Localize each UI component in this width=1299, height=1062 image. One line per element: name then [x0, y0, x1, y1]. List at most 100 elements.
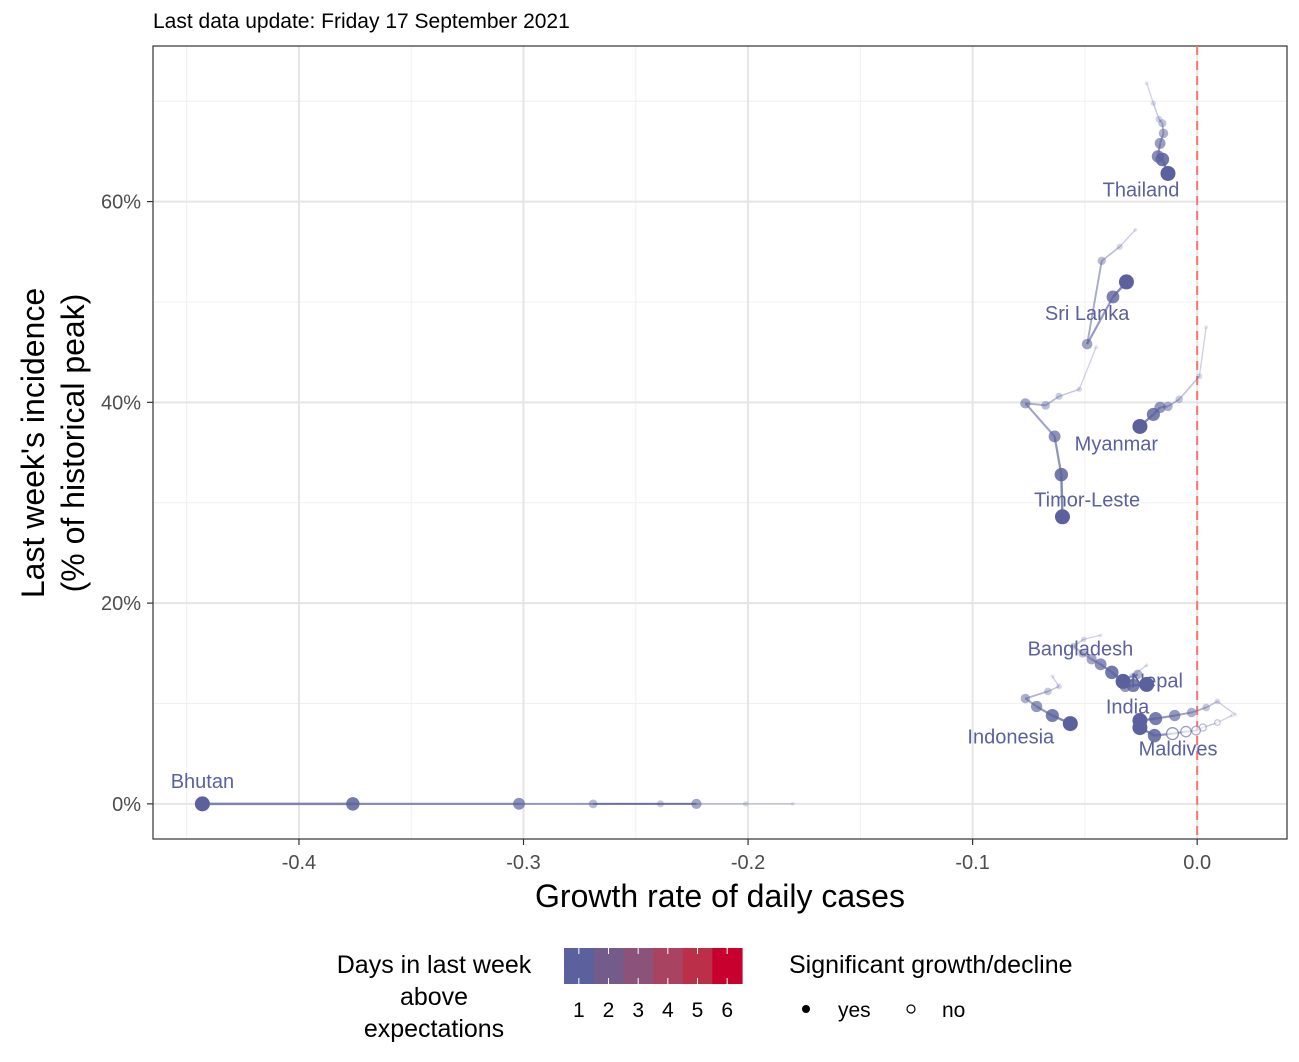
color-legend-title-line3: expectations [364, 1015, 504, 1043]
bhutan-point [588, 799, 598, 809]
thailand-label: Thailand [1103, 180, 1180, 202]
nepal-point [1132, 669, 1143, 680]
thailand-point [1158, 128, 1169, 139]
bangladesh-point [1094, 658, 1107, 671]
timor-leste-point [1041, 400, 1050, 410]
thailand-point [1150, 100, 1157, 106]
sri-lanka-point [1106, 290, 1120, 304]
bhutan-point [743, 801, 749, 807]
indonesia-trail-segment [1047, 685, 1060, 693]
shape-legend-yes-label: yes [838, 999, 871, 1022]
sri-lanka-point [1097, 256, 1106, 266]
timor-leste-trail-segment [1078, 346, 1097, 390]
thailand-point [1158, 119, 1167, 128]
bangladesh-point [1078, 648, 1088, 658]
thailand-trail-segment [1152, 102, 1160, 120]
y-tick-label: 60% [101, 192, 141, 214]
country-labels: Thailand Sri Lanka Myanmar Timor-Leste Bangl… [171, 180, 1218, 793]
myanmar-trail-segment [1198, 326, 1207, 377]
maldives-label: Maldives [1139, 739, 1218, 761]
maldives-point [1191, 725, 1202, 736]
y-tick-label: 20% [101, 593, 141, 615]
maldives-point [1132, 720, 1148, 736]
bangladesh-trail-segment [1073, 638, 1085, 647]
sri-lanka-point [1081, 338, 1093, 350]
x-tick-label: -0.1 [955, 852, 989, 874]
bangladesh-label: Bangladesh [1028, 638, 1134, 660]
sri-lanka-trail-segment [1119, 229, 1136, 248]
x-tick-label: -0.4 [282, 852, 316, 874]
shape-legend-no-symbol [906, 1004, 916, 1014]
color-legend-label: 5 [692, 999, 704, 1022]
color-legend-title-line2: above [400, 983, 468, 1011]
sri-lanka-trail-segment [1086, 296, 1114, 345]
nepal-label: Nepal [1131, 670, 1183, 692]
myanmar-point [1132, 418, 1148, 434]
y-axis-label-line2: (% of historical peak) [55, 294, 91, 593]
myanmar-point [1146, 407, 1160, 421]
x-axis-label: Growth rate of daily cases [535, 878, 905, 914]
timor-leste-trail-segment [1024, 402, 1056, 438]
maldives-point [1165, 727, 1180, 741]
y-tick-label: 0% [112, 794, 141, 816]
bhutan-point [656, 800, 665, 808]
india-point [1149, 711, 1163, 726]
indonesia-label: Indonesia [967, 727, 1055, 749]
sri-lanka-point [1133, 227, 1138, 232]
thailand-point [1155, 115, 1163, 123]
bhutan-point [194, 796, 210, 812]
shape-legend: Significant growth/decline yes no [789, 951, 1073, 1022]
myanmar-point [1196, 373, 1203, 380]
thailand-point [1144, 81, 1149, 86]
indonesia-point [1020, 693, 1031, 704]
indonesia-point [1062, 716, 1078, 732]
timor-leste-point [1076, 386, 1083, 393]
maldives-point [1229, 713, 1234, 718]
india-label: India [1106, 697, 1150, 719]
timor-leste-point [1055, 392, 1063, 400]
nepal-trail-segment [1119, 674, 1133, 683]
thailand-trail-segment [1158, 118, 1164, 124]
indonesia-point [1050, 674, 1055, 679]
chart-subtitle: Last data update: Friday 17 September 20… [153, 10, 570, 33]
maldives-point [1213, 719, 1221, 726]
plot-panel-border [152, 45, 1288, 840]
shape-legend-title: Significant growth/decline [789, 951, 1073, 979]
bangladesh-trail-segment [1073, 645, 1084, 654]
indonesia-trail-segment [1051, 675, 1060, 687]
maldives-point [1180, 725, 1192, 738]
nepal-point [1144, 663, 1149, 668]
india-trail-segment [1205, 700, 1218, 709]
indonesia-point [1030, 700, 1043, 713]
color-legend-label: 1 [573, 999, 585, 1022]
thailand-point [1155, 152, 1170, 167]
bhutan-point [346, 797, 360, 811]
timor-leste-trail-segment [1045, 395, 1060, 407]
indonesia-point [1044, 687, 1052, 696]
myanmar-trail-segment [1178, 375, 1201, 400]
maldives-point [1147, 728, 1162, 743]
sri-lanka-point [1118, 274, 1134, 290]
bangladesh-point [1070, 642, 1078, 650]
india-point [1186, 707, 1197, 718]
timor-leste-point [1048, 430, 1061, 443]
myanmar-point [1175, 395, 1184, 404]
indonesia-point [1056, 683, 1062, 690]
thailand-point [1160, 165, 1176, 181]
shape-legend-no-label: no [942, 999, 965, 1022]
bangladesh-point [1086, 654, 1097, 665]
shape-legend-yes-symbol [802, 1005, 810, 1013]
india-point [1169, 709, 1181, 722]
india-point [1233, 712, 1238, 717]
bhutan-point [691, 798, 702, 810]
indonesia-point [1045, 708, 1059, 723]
bangladesh-point [1105, 665, 1119, 680]
myanmar-point [1204, 325, 1209, 330]
thailand-point [1154, 137, 1166, 149]
color-legend-label: 6 [721, 999, 733, 1022]
sri-lanka-point [1116, 243, 1123, 250]
timor-leste-trail-segment [1058, 388, 1080, 398]
sri-lanka-trail-segment [1086, 260, 1103, 345]
timor-leste-point [1054, 467, 1069, 482]
